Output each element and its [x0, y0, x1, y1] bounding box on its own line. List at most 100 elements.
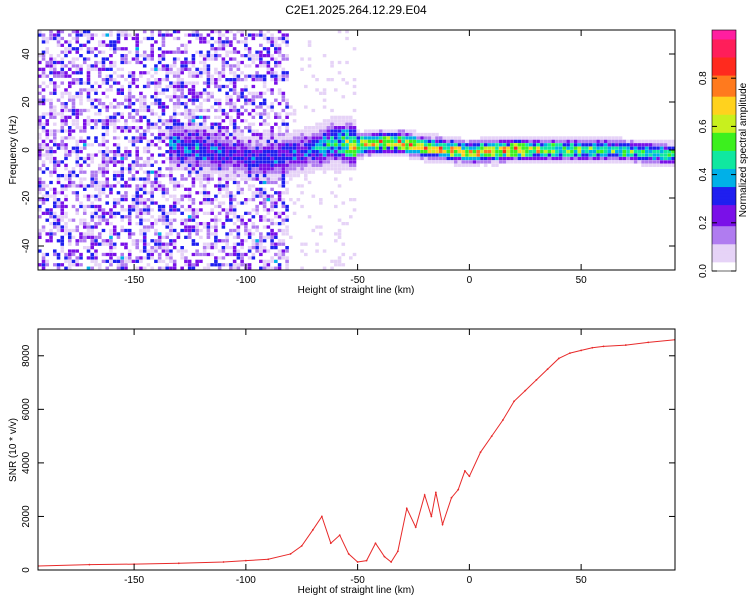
heat-cell — [345, 153, 349, 157]
heat-cell — [262, 180, 267, 185]
heat-cell — [139, 105, 143, 109]
heat-cell — [161, 204, 166, 209]
heat-cell — [180, 256, 184, 260]
heat-cell — [56, 191, 61, 195]
heat-cell — [277, 129, 282, 133]
heat-cell — [289, 150, 293, 154]
heat-cell — [79, 33, 83, 37]
heat-cell — [281, 184, 286, 188]
heat-cell — [251, 239, 256, 243]
heat-cell — [277, 88, 282, 92]
heat-cell — [154, 95, 158, 99]
heat-cell — [49, 78, 53, 82]
heat-cell — [86, 36, 91, 41]
heat-cell — [322, 122, 327, 126]
heat-cell — [217, 180, 222, 185]
heat-cell — [255, 211, 259, 215]
heat-cell — [225, 180, 229, 185]
heat-cell — [165, 74, 169, 78]
spectrogram-frame — [37, 29, 676, 271]
heat-cell — [191, 64, 196, 68]
heat-cell — [337, 232, 342, 236]
heat-cell — [52, 143, 57, 147]
heat-cell — [270, 88, 274, 92]
heat-cell — [274, 122, 278, 126]
snr-point — [490, 435, 493, 438]
heat-cell — [135, 191, 139, 195]
snr-point — [320, 515, 323, 518]
heat-cell — [615, 136, 619, 140]
heat-cell — [345, 222, 349, 226]
heat-cell — [465, 153, 469, 157]
heat-cell — [184, 256, 188, 260]
heat-cell — [199, 228, 203, 233]
heat-cell — [281, 201, 286, 205]
heat-cell — [176, 81, 181, 85]
heat-cell — [146, 156, 151, 161]
heat-cell — [101, 81, 106, 85]
heat-cell — [588, 139, 593, 143]
heat-cell — [334, 115, 338, 119]
heat-cell — [240, 263, 244, 267]
heat-cell — [221, 74, 226, 78]
heat-cell — [221, 170, 226, 174]
heat-cell — [229, 228, 233, 233]
heat-cell — [319, 156, 323, 161]
heat-cell — [52, 108, 57, 113]
heat-cell — [112, 204, 117, 209]
heat-cell — [195, 122, 199, 126]
heat-cell — [352, 170, 357, 174]
heat-cell — [116, 143, 121, 147]
heat-cell — [187, 40, 192, 44]
heat-cell — [566, 150, 570, 154]
heat-cell — [60, 105, 65, 109]
heat-cell — [225, 139, 229, 143]
heat-cell — [221, 139, 226, 143]
heat-cell — [229, 78, 233, 82]
heat-cell — [363, 153, 368, 157]
heat-cell — [161, 266, 166, 270]
heat-cell — [345, 119, 349, 123]
heat-cell — [202, 198, 207, 202]
heat-cell — [513, 139, 518, 143]
heat-cell — [236, 153, 241, 157]
heat-cell — [86, 122, 91, 126]
heat-cell — [603, 150, 608, 154]
heat-cell — [127, 98, 132, 102]
heat-cell — [225, 242, 229, 246]
heat-cell — [86, 108, 91, 113]
heat-cell — [274, 150, 278, 154]
heat-cell — [127, 74, 132, 78]
heat-cell — [641, 153, 645, 157]
heat-cell — [86, 225, 91, 229]
heat-cell — [172, 74, 177, 78]
heat-cell — [176, 132, 181, 137]
heat-cell — [304, 153, 308, 157]
heat-cell — [169, 170, 173, 174]
heat-cell — [161, 153, 166, 157]
heat-cell — [97, 204, 102, 209]
heat-cell — [641, 143, 645, 147]
heat-cell — [105, 119, 110, 123]
heat-cell — [139, 201, 143, 205]
heat-cell — [352, 153, 357, 157]
heat-cell — [217, 150, 222, 154]
heat-cell — [172, 139, 177, 143]
heat-cell — [176, 163, 181, 167]
heat-cell — [660, 139, 664, 143]
heat-cell — [64, 136, 68, 140]
heat-cell — [52, 84, 57, 89]
heat-cell — [236, 78, 241, 82]
heat-cell — [120, 194, 124, 198]
heat-cell — [154, 98, 158, 102]
heat-cell — [191, 218, 196, 222]
heat-cell — [532, 156, 537, 161]
heat-cell — [109, 122, 113, 126]
heat-cell — [56, 30, 61, 34]
heat-cell — [274, 40, 278, 44]
heat-cell — [453, 163, 458, 167]
heat-cell — [131, 74, 136, 78]
heat-cell — [169, 180, 173, 185]
heat-cell — [79, 30, 83, 34]
heat-cell — [232, 228, 237, 233]
